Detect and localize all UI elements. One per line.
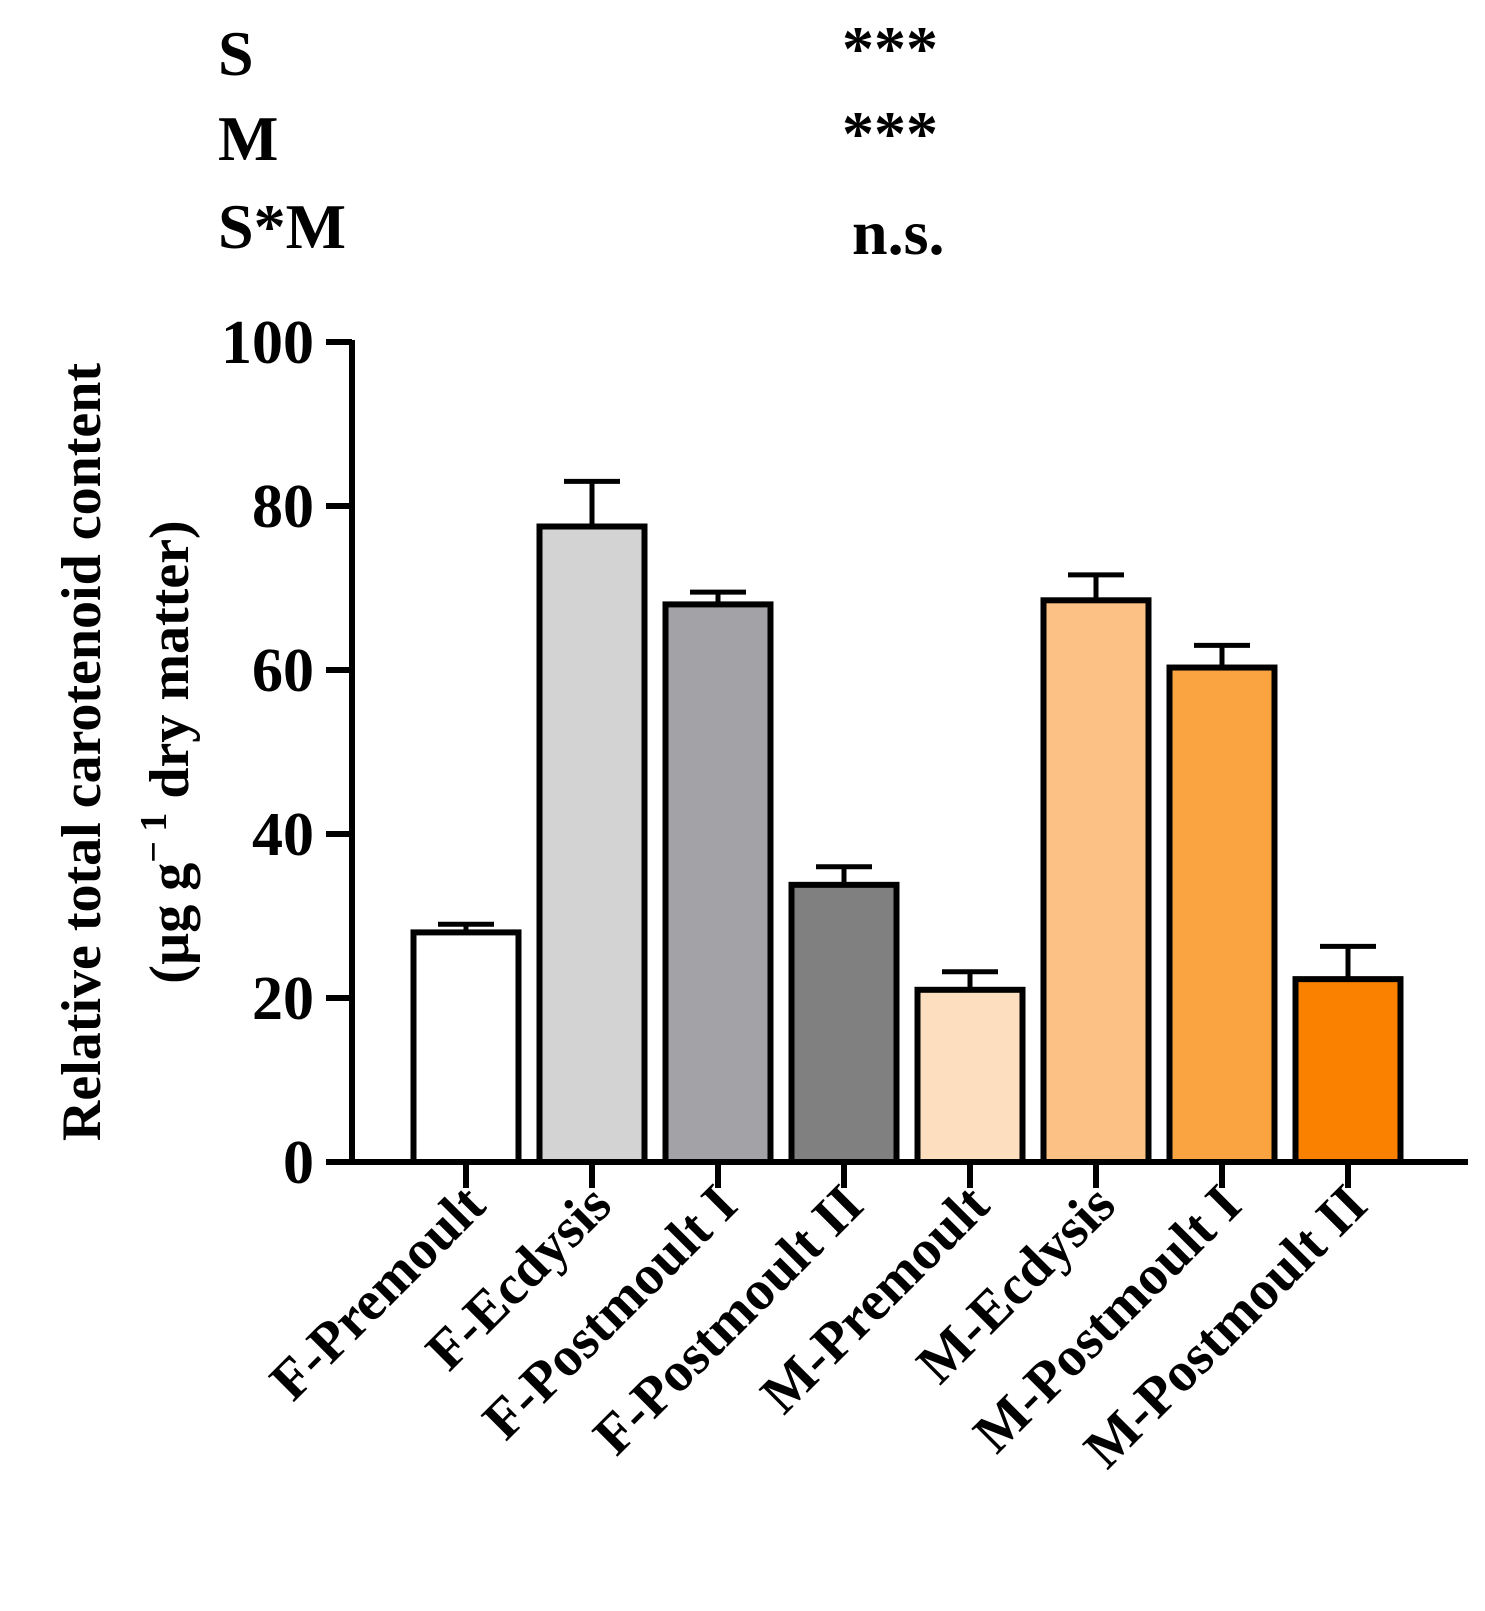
y-axis-label-line1: Relative total carotenoid content <box>51 363 113 1141</box>
bar-2 <box>536 523 648 1165</box>
y-tick-label-0: 0 <box>283 1129 314 1197</box>
y-tick-label-60: 60 <box>252 637 314 705</box>
bar-3 <box>662 601 774 1165</box>
stat-factor-m: M <box>218 103 278 174</box>
stat-significance-s: *** <box>842 13 938 84</box>
y-tick-label-40: 40 <box>252 801 314 869</box>
y-tick-label-80: 80 <box>252 473 314 541</box>
y-axis-label-suffix: dry matter) <box>139 520 201 812</box>
plot-area: 020406080100F-PremoultF-EcdysisF-Postmou… <box>221 309 1468 1480</box>
bar-5 <box>914 986 1026 1165</box>
stat-factor-s: S <box>218 18 254 89</box>
y-tick-label-20: 20 <box>252 965 314 1033</box>
stat-significance-m: *** <box>842 98 938 169</box>
bar-1 <box>410 929 522 1166</box>
bar-6 <box>1040 597 1152 1165</box>
bar-4 <box>788 881 900 1166</box>
y-axis-label-superscript: − 1 <box>133 813 175 863</box>
y-axis-label-line2: (µg g− 1 dry matter) <box>133 520 201 983</box>
stat-significance-sxm: n.s. <box>852 197 945 268</box>
bar-7 <box>1166 664 1278 1165</box>
y-tick-label-100: 100 <box>221 309 314 377</box>
y-axis-label-prefix: (µg g <box>139 863 201 984</box>
significance-table: S *** M *** S*M n.s. <box>218 13 945 268</box>
bar-8 <box>1292 976 1404 1166</box>
stat-factor-sxm: S*M <box>218 191 346 262</box>
